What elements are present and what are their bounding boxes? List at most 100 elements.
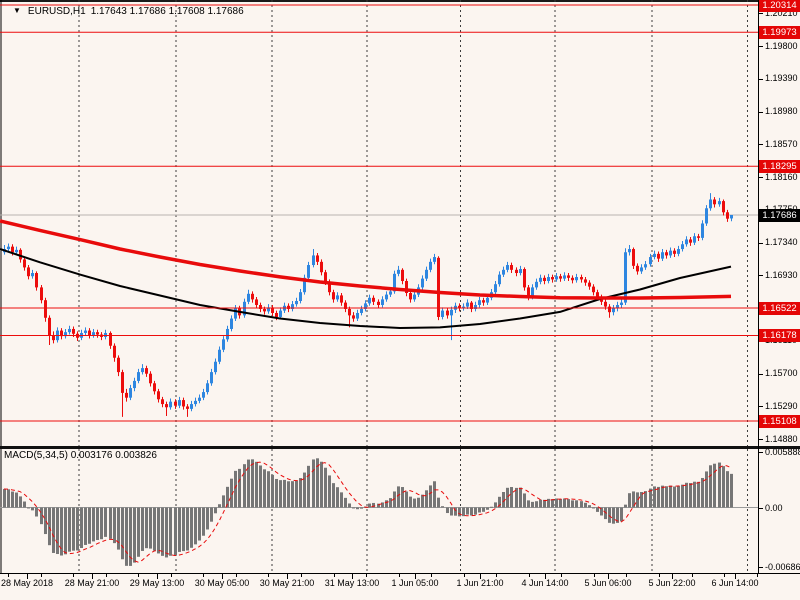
candle-body — [161, 399, 164, 405]
macd-histogram-bar — [510, 487, 513, 508]
macd-histogram-bar — [689, 483, 692, 508]
macd-histogram-bar — [109, 507, 112, 539]
candle-body — [555, 276, 558, 280]
candle-body — [182, 400, 185, 407]
quote-low: 1.17608 — [168, 6, 205, 17]
macd-histogram-bar — [60, 507, 63, 556]
candle-body — [267, 307, 270, 312]
candle-body — [15, 249, 18, 253]
macd-histogram-bar — [681, 484, 684, 508]
time-minor-tick — [106, 574, 107, 577]
time-minor-tick — [724, 574, 725, 577]
candle-body — [673, 250, 676, 254]
candle-body — [588, 282, 591, 287]
macd-histogram-bar — [336, 487, 339, 508]
candle-body — [612, 308, 615, 313]
candle-body — [68, 328, 71, 333]
macd-histogram-bar — [470, 507, 473, 516]
time-minor-tick — [399, 574, 400, 577]
time-major-tick — [545, 574, 546, 579]
macd-histogram-bar — [490, 506, 493, 508]
candle-body — [356, 312, 359, 319]
macd-histogram-bar — [202, 507, 205, 536]
candle-body — [27, 267, 30, 277]
candle-body — [401, 269, 404, 282]
candle-body — [604, 301, 607, 307]
price-tick-mark — [758, 112, 763, 113]
ma-slow-black-line — [0, 248, 732, 329]
macd-histogram-bar — [344, 497, 347, 508]
price-tick-mark — [758, 243, 763, 244]
macd-histogram-bar — [372, 502, 375, 508]
time-major-tick — [27, 574, 28, 579]
candle-body — [527, 287, 530, 297]
symbol-dropdown-icon[interactable]: ▼ — [13, 6, 21, 15]
candle-body — [72, 328, 75, 334]
candle-body — [368, 297, 371, 304]
macd-histogram-bar — [482, 507, 485, 512]
candle-body — [425, 269, 428, 279]
candle-body — [624, 252, 627, 303]
candle-body — [539, 277, 542, 282]
macd-histogram-bar — [161, 507, 164, 556]
candle-body — [307, 265, 310, 278]
macd-histogram-bar — [291, 481, 294, 508]
macd-histogram-bar — [88, 507, 91, 544]
macd-histogram-bar — [230, 478, 233, 508]
macd-histogram-bar — [454, 507, 457, 516]
macd-histogram-bar — [693, 481, 696, 508]
macd-histogram-bar — [35, 507, 38, 517]
price-tick-mark — [758, 79, 763, 80]
candle-body — [360, 308, 363, 313]
price-pane[interactable] — [0, 0, 758, 447]
candle-body — [689, 239, 692, 243]
macd-histogram-bar — [141, 507, 144, 551]
candle-body — [169, 401, 172, 408]
time-minor-tick — [203, 574, 204, 577]
macd-histogram-bar — [425, 490, 428, 508]
macd-histogram-bar — [174, 507, 177, 556]
candle-body — [596, 292, 599, 297]
candle-body — [466, 302, 469, 307]
price-tick-mark — [758, 406, 763, 407]
time-minor-tick — [594, 574, 595, 577]
macd-histogram-bar — [506, 487, 509, 508]
macd-histogram-bar — [11, 491, 14, 508]
candle-body — [429, 261, 432, 270]
candle-body — [502, 269, 505, 275]
candle-body — [693, 236, 696, 243]
candle-body — [230, 318, 233, 329]
macd-histogram-bar — [149, 507, 152, 549]
time-tick-label: 28 May 2018 — [0, 578, 54, 588]
candle-body — [44, 300, 47, 318]
time-minor-tick — [529, 574, 530, 577]
pane-divider[interactable] — [0, 446, 800, 449]
macd-histogram-bar — [31, 507, 34, 511]
candle-body — [19, 249, 22, 260]
macd-pane[interactable] — [0, 449, 758, 573]
macd-histogram-bar — [450, 507, 453, 516]
candle-body — [563, 275, 566, 279]
macd-histogram-bar — [117, 507, 120, 550]
candle-body — [104, 332, 107, 337]
macd-histogram-bar — [539, 499, 542, 508]
time-minor-tick — [41, 574, 42, 577]
candle-body — [567, 275, 570, 278]
macd-histogram-bar — [527, 500, 530, 508]
price-level-badge: 1.20314 — [759, 0, 800, 12]
macd-histogram-bar — [303, 472, 306, 508]
macd-signal-value: 0.003826 — [115, 450, 157, 461]
candle-body — [722, 201, 725, 213]
macd-histogram-bar — [299, 478, 302, 508]
macd-histogram-bar — [283, 479, 286, 508]
macd-histogram-bar — [498, 496, 501, 508]
macd-histogram-bar — [72, 507, 75, 551]
macd-histogram-bar — [571, 500, 574, 508]
macd-histogram-bar — [486, 507, 489, 510]
price-tick-label: 1.18160 — [765, 172, 798, 182]
candle-body — [320, 261, 323, 273]
candle-body — [397, 269, 400, 274]
candle-body — [133, 380, 136, 389]
macd-histogram-bar — [701, 477, 704, 508]
macd-histogram-bar — [673, 486, 676, 508]
